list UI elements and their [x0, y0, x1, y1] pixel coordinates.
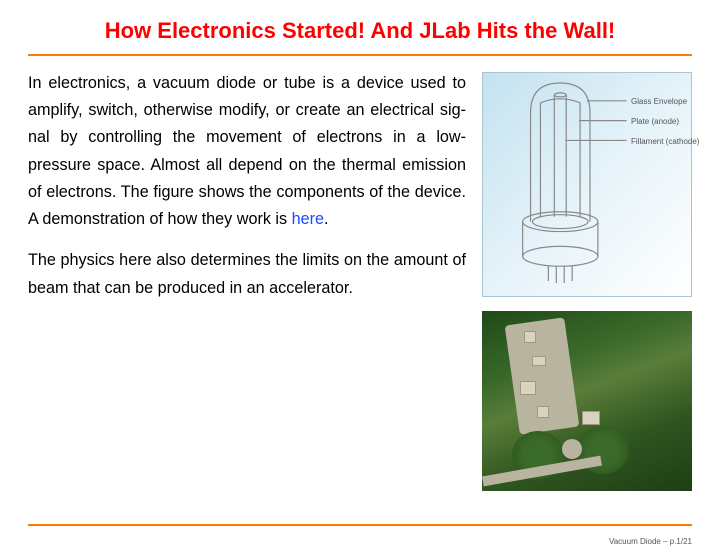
page-title: How Electronics Started! And JLab Hits t… [28, 18, 692, 44]
label-filament-cathode: Fillament (cathode) [631, 137, 699, 146]
jlab-aerial-photo [482, 311, 692, 491]
rule-top [28, 54, 692, 56]
p1-text-b: . [324, 210, 329, 228]
page-footer: Vacuum Diode – p.1/21 [609, 537, 692, 546]
slide-container: How Electronics Started! And JLab Hits t… [0, 0, 720, 554]
paragraph-1: In electronics, a vacuum diode or tube i… [28, 70, 466, 233]
vacuum-diode-diagram: Glass Envelope Plate (anode) Fillament (… [482, 72, 692, 297]
text-column: In electronics, a vacuum diode or tube i… [28, 70, 466, 491]
label-glass-envelope: Glass Envelope [631, 97, 687, 106]
p1-text-a: In electronics, a vacuum diode or tube i… [28, 74, 466, 228]
rule-bottom [28, 524, 692, 526]
paragraph-2: The physics here also determines the lim… [28, 247, 466, 301]
image-column: Glass Envelope Plate (anode) Fillament (… [482, 70, 692, 491]
diode-svg [483, 73, 691, 296]
demo-link[interactable]: here [292, 210, 324, 228]
content-row: In electronics, a vacuum diode or tube i… [28, 70, 692, 491]
label-plate-anode: Plate (anode) [631, 117, 679, 126]
